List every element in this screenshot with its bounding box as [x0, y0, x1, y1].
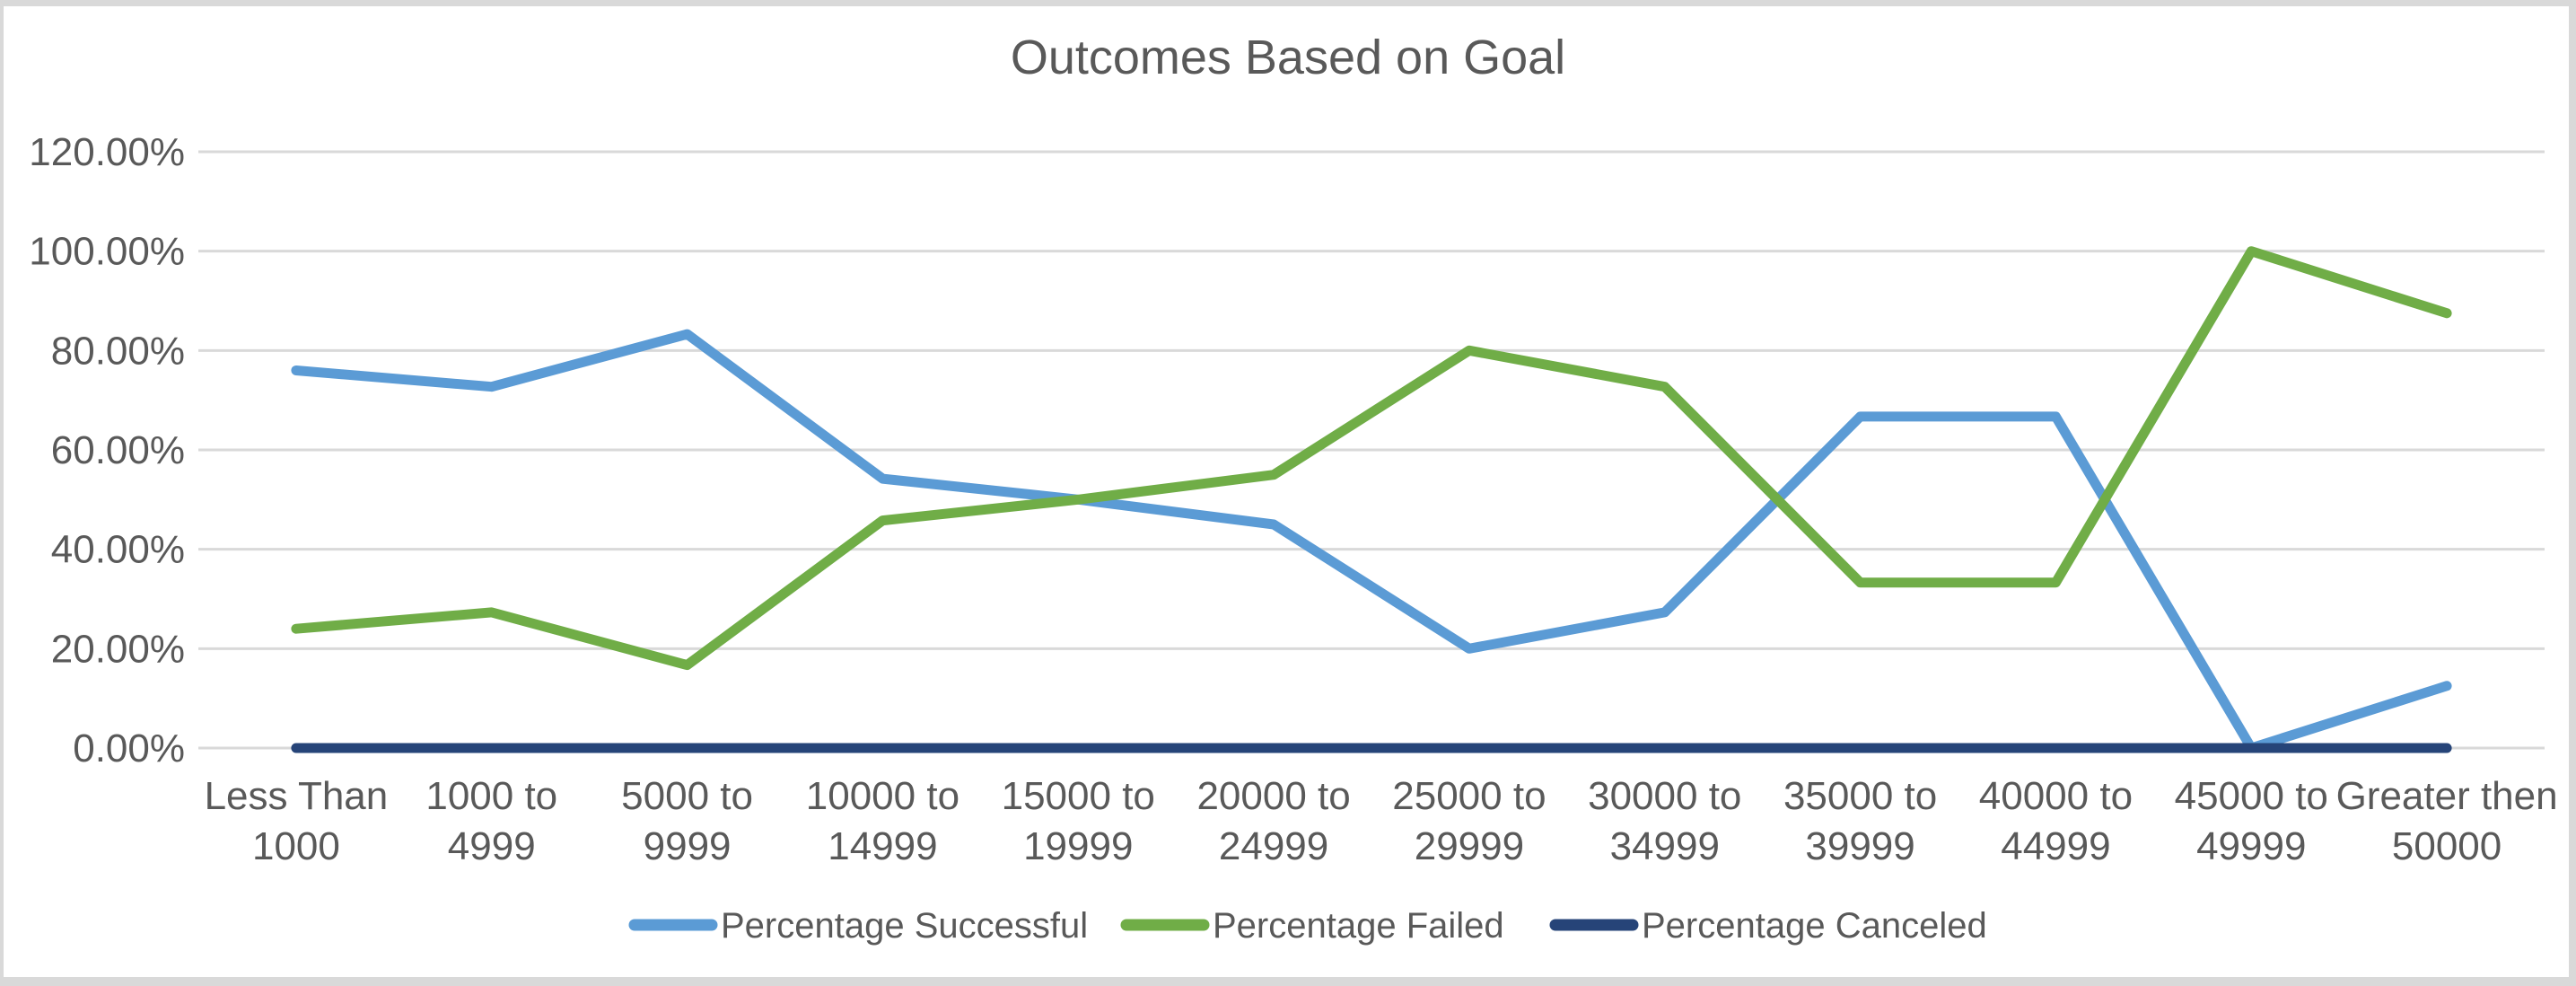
- x-axis-labels: Less Than 1000 1000 to 4999 5000 to 9999 10000…: [205, 774, 2558, 868]
- y-tick-label: 120.00%: [29, 130, 185, 174]
- x-tick-label: Less Than 1000: [205, 774, 389, 868]
- x-tick-label: 10000 to 14999: [806, 774, 959, 868]
- frame-border-bottom: [0, 977, 2576, 986]
- y-tick-label: 40.00%: [51, 528, 185, 572]
- y-axis-labels: 0.00% 20.00% 40.00% 60.00% 80.00% 100.00% 120.…: [29, 130, 185, 770]
- frame-border-top: [0, 0, 2576, 6]
- x-tick-label: Greater then 50000: [2336, 774, 2558, 868]
- x-tick-label: 1000 to 4999: [425, 774, 557, 868]
- y-tick-label: 80.00%: [51, 329, 185, 373]
- frame-border-right: [2569, 0, 2576, 986]
- series-line-percentage-successful[interactable]: [291, 329, 2452, 753]
- y-tick-label: 20.00%: [51, 627, 185, 671]
- legend-label: Percentage Failed: [1213, 906, 1504, 946]
- y-tick-label: 100.00%: [29, 230, 185, 274]
- legend: Percentage Successful Percentage Failed Pe…: [628, 906, 1987, 946]
- y-tick-label: 0.00%: [73, 726, 185, 770]
- series-lines: [291, 246, 2452, 753]
- x-tick-label: 25000 to 29999: [1392, 774, 1546, 868]
- frame-border-left: [0, 0, 4, 986]
- x-tick-label: 30000 to 34999: [1588, 774, 1741, 868]
- series-line-percentage-failed[interactable]: [291, 246, 2452, 671]
- x-tick-label: 40000 to 44999: [1979, 774, 2133, 868]
- x-tick-label: 35000 to 39999: [1783, 774, 1937, 868]
- legend-item-percentage-failed[interactable]: Percentage Failed: [1120, 906, 1504, 946]
- x-tick-label: 5000 to 9999: [621, 774, 753, 868]
- legend-item-percentage-successful[interactable]: Percentage Successful: [628, 906, 1088, 946]
- x-tick-label: 45000 to 49999: [2175, 774, 2328, 868]
- legend-label: Percentage Canceled: [1642, 906, 1987, 946]
- x-tick-label: 20000 to 24999: [1196, 774, 1350, 868]
- x-tick-label: 15000 to 19999: [1002, 774, 1155, 868]
- chart-title[interactable]: Outcomes Based on Goal: [1011, 31, 1565, 84]
- y-tick-label: 60.00%: [51, 428, 185, 472]
- gridlines: [198, 150, 2545, 750]
- legend-item-percentage-canceled[interactable]: Percentage Canceled: [1549, 906, 1987, 946]
- legend-label: Percentage Successful: [721, 906, 1088, 946]
